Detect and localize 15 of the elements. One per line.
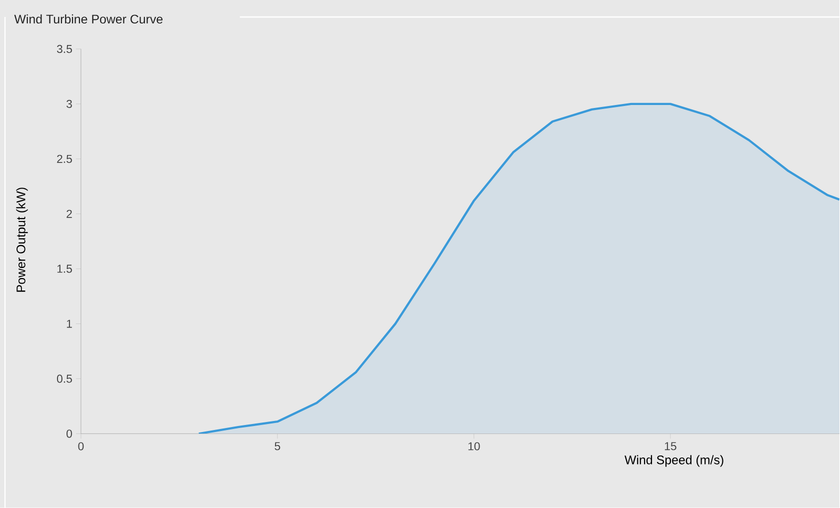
x-axis-title: Wind Speed (m/s) xyxy=(624,455,724,467)
y-tick-label: 1 xyxy=(66,320,72,328)
x-tick-label: 15 xyxy=(664,442,676,450)
y-tick-label: 3.5 xyxy=(56,44,72,53)
y-tick-label: 0.5 xyxy=(56,374,72,383)
y-tick-label: 3 xyxy=(66,100,72,108)
x-tick-label: 0 xyxy=(78,442,84,450)
chart-title: Wind Turbine Power Curve xyxy=(14,14,163,24)
y-tick-label: 2 xyxy=(66,210,72,218)
y-tick-label: 0 xyxy=(66,430,72,438)
y-tick-label: 2.5 xyxy=(57,154,72,163)
y-tick-label: 1.5 xyxy=(57,264,72,273)
y-axis-title: Power Output (kW) xyxy=(16,188,28,292)
x-tick-label: 10 xyxy=(468,442,480,450)
x-tick-label: 5 xyxy=(274,442,280,450)
